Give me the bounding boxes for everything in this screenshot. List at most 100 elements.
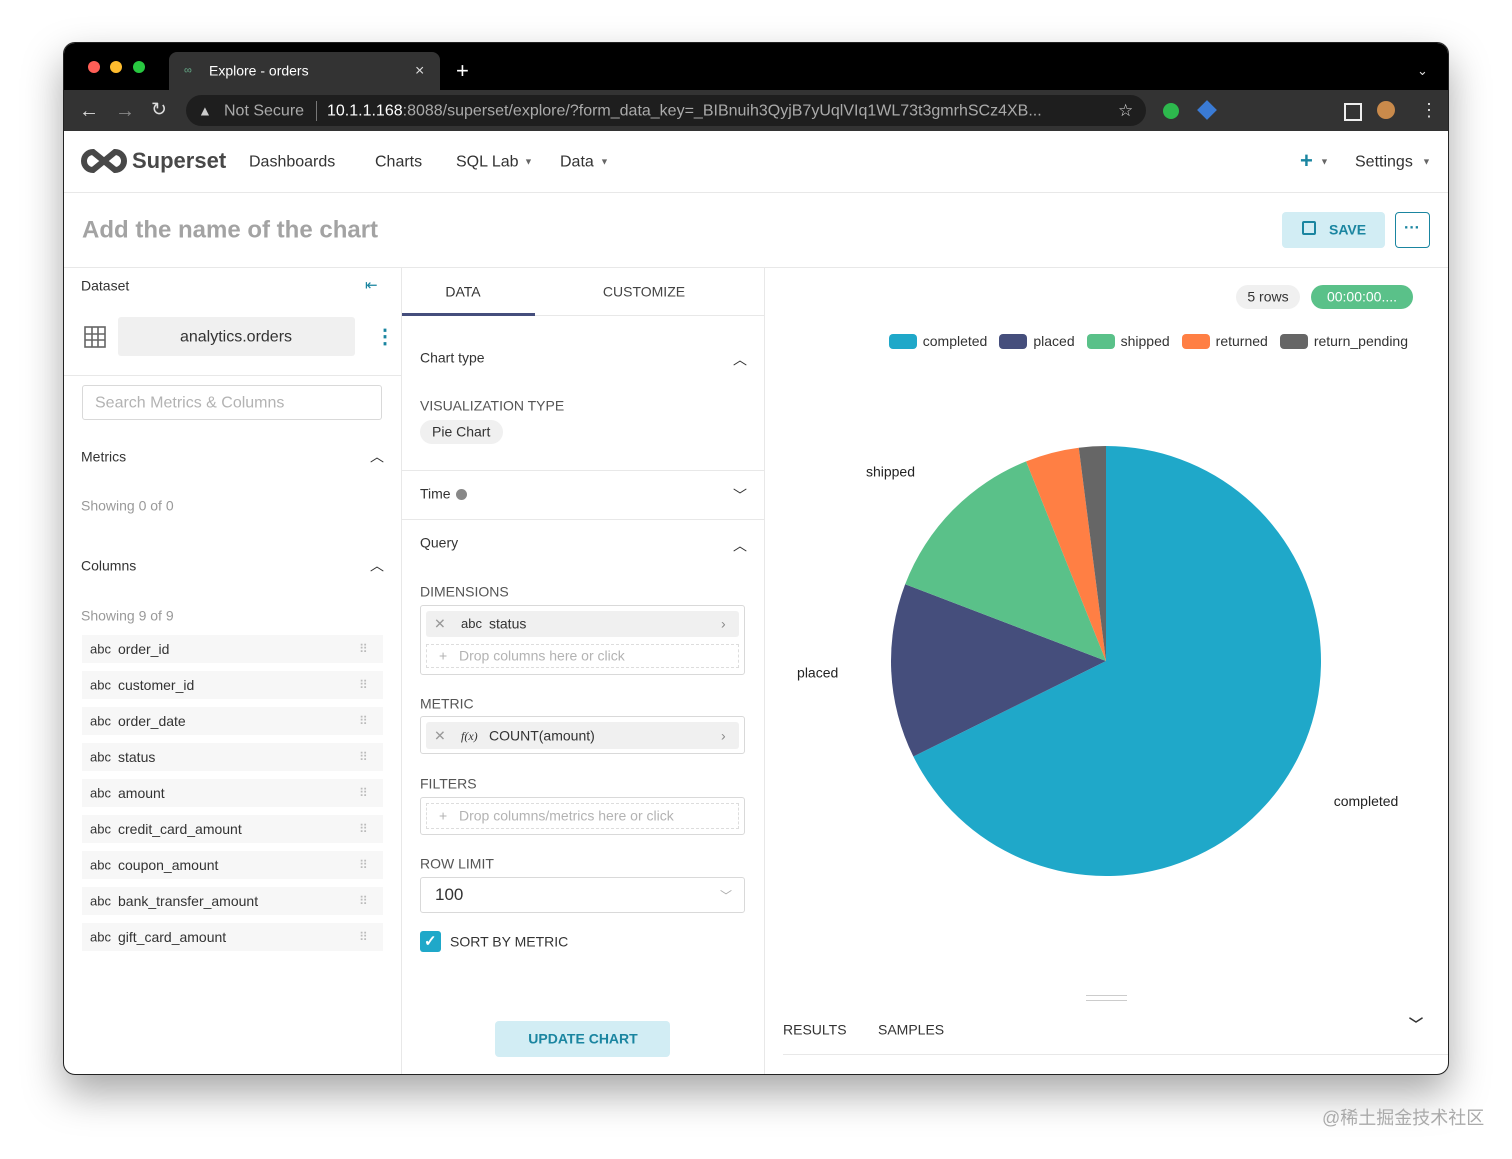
chevron-up[interactable]: ︿ (370, 448, 384, 465)
tab-title: Explore - orders (209, 62, 309, 79)
column-item[interactable]: abc gift_card_amount ⠿ (82, 923, 383, 951)
resize-handle[interactable] (1086, 995, 1127, 1001)
save-icon (1302, 221, 1316, 235)
viz-type: Pie Chart (432, 423, 491, 440)
column-type: abc (90, 641, 111, 657)
metric-box (420, 716, 745, 754)
columns-count: Showing 9 of 9 (81, 607, 174, 624)
chevron-up[interactable]: ︿ (733, 537, 747, 554)
column-name: amount (118, 785, 165, 801)
search-input[interactable] (82, 385, 382, 420)
nav-item[interactable]: SQL Lab (456, 153, 519, 171)
back-button[interactable]: ← (79, 100, 99, 122)
chevron-up[interactable]: ︿ (370, 557, 384, 574)
legend-item[interactable]: return_pending (1279, 333, 1408, 349)
columns-title[interactable]: Columns (81, 557, 137, 574)
legend: completed placed shipped returned return_pen… (888, 333, 1408, 349)
remove-icon[interactable]: ✕ (434, 615, 446, 632)
column-name: order_date (118, 713, 186, 729)
nav-item[interactable]: Dashboards (249, 153, 336, 171)
viz-type-label: VISUALIZATION TYPE (420, 397, 565, 414)
column-item[interactable]: abc amount ⠿ (82, 779, 383, 807)
pie-slice (891, 584, 1106, 757)
row-limit-select[interactable] (420, 877, 745, 913)
filters-drop[interactable] (426, 803, 739, 829)
new-tab[interactable]: + (456, 57, 469, 83)
column-type: abc (90, 929, 111, 945)
legend-swatch (999, 333, 1028, 349)
column-type: abc (90, 749, 111, 765)
collapse-icon[interactable]: ⇤ (365, 277, 378, 294)
metrics-title[interactable]: Metrics (81, 448, 127, 465)
forward-button[interactable]: → (115, 100, 135, 122)
dimension-drop[interactable] (426, 644, 739, 668)
browser-tab[interactable] (169, 52, 440, 90)
more-button[interactable] (1395, 212, 1430, 248)
sort-label: SORT BY METRIC (450, 933, 569, 950)
drop-hint: Drop columns here or click (459, 647, 625, 664)
tab-menu[interactable]: ⌄ (1417, 63, 1428, 79)
new-button[interactable]: + (1300, 147, 1313, 173)
drag-handle: ⠿ (359, 678, 368, 692)
update-button[interactable] (495, 1021, 670, 1057)
results-tab[interactable]: RESULTS (783, 1021, 847, 1038)
pie-slice (1078, 446, 1106, 661)
divider (402, 470, 764, 471)
column-item[interactable]: abc customer_id ⠿ (82, 671, 383, 699)
tab-close[interactable]: × (415, 62, 425, 80)
chart-type-title[interactable]: Chart type (420, 349, 485, 366)
metric-pill[interactable] (426, 722, 739, 749)
column-type: abc (90, 785, 111, 801)
dimension-pill[interactable] (426, 611, 739, 637)
close-dot[interactable] (88, 61, 100, 73)
chart-name[interactable]: Add the name of the chart (82, 216, 379, 244)
checkbox[interactable] (420, 931, 441, 952)
sidebar-icon[interactable] (1344, 103, 1362, 121)
column-item[interactable]: abc order_id ⠿ (82, 635, 383, 663)
tab-data[interactable]: DATA (445, 283, 481, 300)
reload-button[interactable]: ↻ (151, 99, 167, 121)
caret: ▼ (524, 156, 533, 167)
column-item[interactable]: abc coupon_amount ⠿ (82, 851, 383, 879)
info-icon[interactable] (456, 489, 467, 500)
chevron-down[interactable]: ﹀ (733, 487, 747, 504)
brand[interactable]: Superset (132, 147, 227, 173)
settings-menu[interactable]: Settings (1355, 153, 1413, 171)
samples-tab[interactable]: SAMPLES (878, 1021, 945, 1038)
column-item[interactable]: abc bank_transfer_amount ⠿ (82, 887, 383, 915)
time-title[interactable]: Time (420, 485, 451, 502)
legend-item[interactable]: returned (1181, 333, 1268, 349)
zoom-dot[interactable] (133, 61, 145, 73)
bookmark-star[interactable]: ☆ (1118, 100, 1134, 120)
remove-icon[interactable]: ✕ (434, 727, 446, 744)
column-item[interactable]: abc status ⠿ (82, 743, 383, 771)
column-item[interactable]: abc order_date ⠿ (82, 707, 383, 735)
tab-customize[interactable]: CUSTOMIZE (602, 283, 686, 300)
browser-menu[interactable]: ⋮ (1420, 100, 1438, 121)
legend-swatch (1279, 333, 1308, 349)
viz-type-chip[interactable] (420, 420, 503, 444)
metric-label: METRIC (420, 695, 474, 712)
row-limit-label: ROW LIMIT (420, 855, 494, 872)
chevron-down[interactable]: ﹀ (1409, 1016, 1423, 1033)
nav-item[interactable]: Data (560, 153, 594, 171)
column-item[interactable]: abc credit_card_amount ⠿ (82, 815, 383, 843)
column-type: abc (90, 713, 111, 729)
query-title[interactable]: Query (420, 534, 459, 551)
legend-item[interactable]: placed (999, 333, 1075, 349)
save-button[interactable] (1282, 212, 1385, 248)
chevron-up[interactable]: ︿ (733, 351, 747, 368)
minimize-dot[interactable] (110, 61, 122, 73)
legend-item[interactable]: completed (888, 333, 987, 349)
divider (402, 519, 764, 520)
url-bar[interactable] (186, 95, 1146, 126)
dataset-menu[interactable]: ⋮ (375, 326, 395, 348)
nav-item[interactable]: Charts (375, 153, 423, 171)
column-type: abc (90, 893, 111, 909)
divider (64, 375, 401, 376)
slice-label: placed (797, 664, 838, 680)
profile-avatar[interactable] (1377, 101, 1395, 119)
dataset-select[interactable] (118, 317, 355, 356)
extension-icon[interactable] (1163, 103, 1179, 119)
legend-item[interactable]: shipped (1086, 333, 1170, 349)
